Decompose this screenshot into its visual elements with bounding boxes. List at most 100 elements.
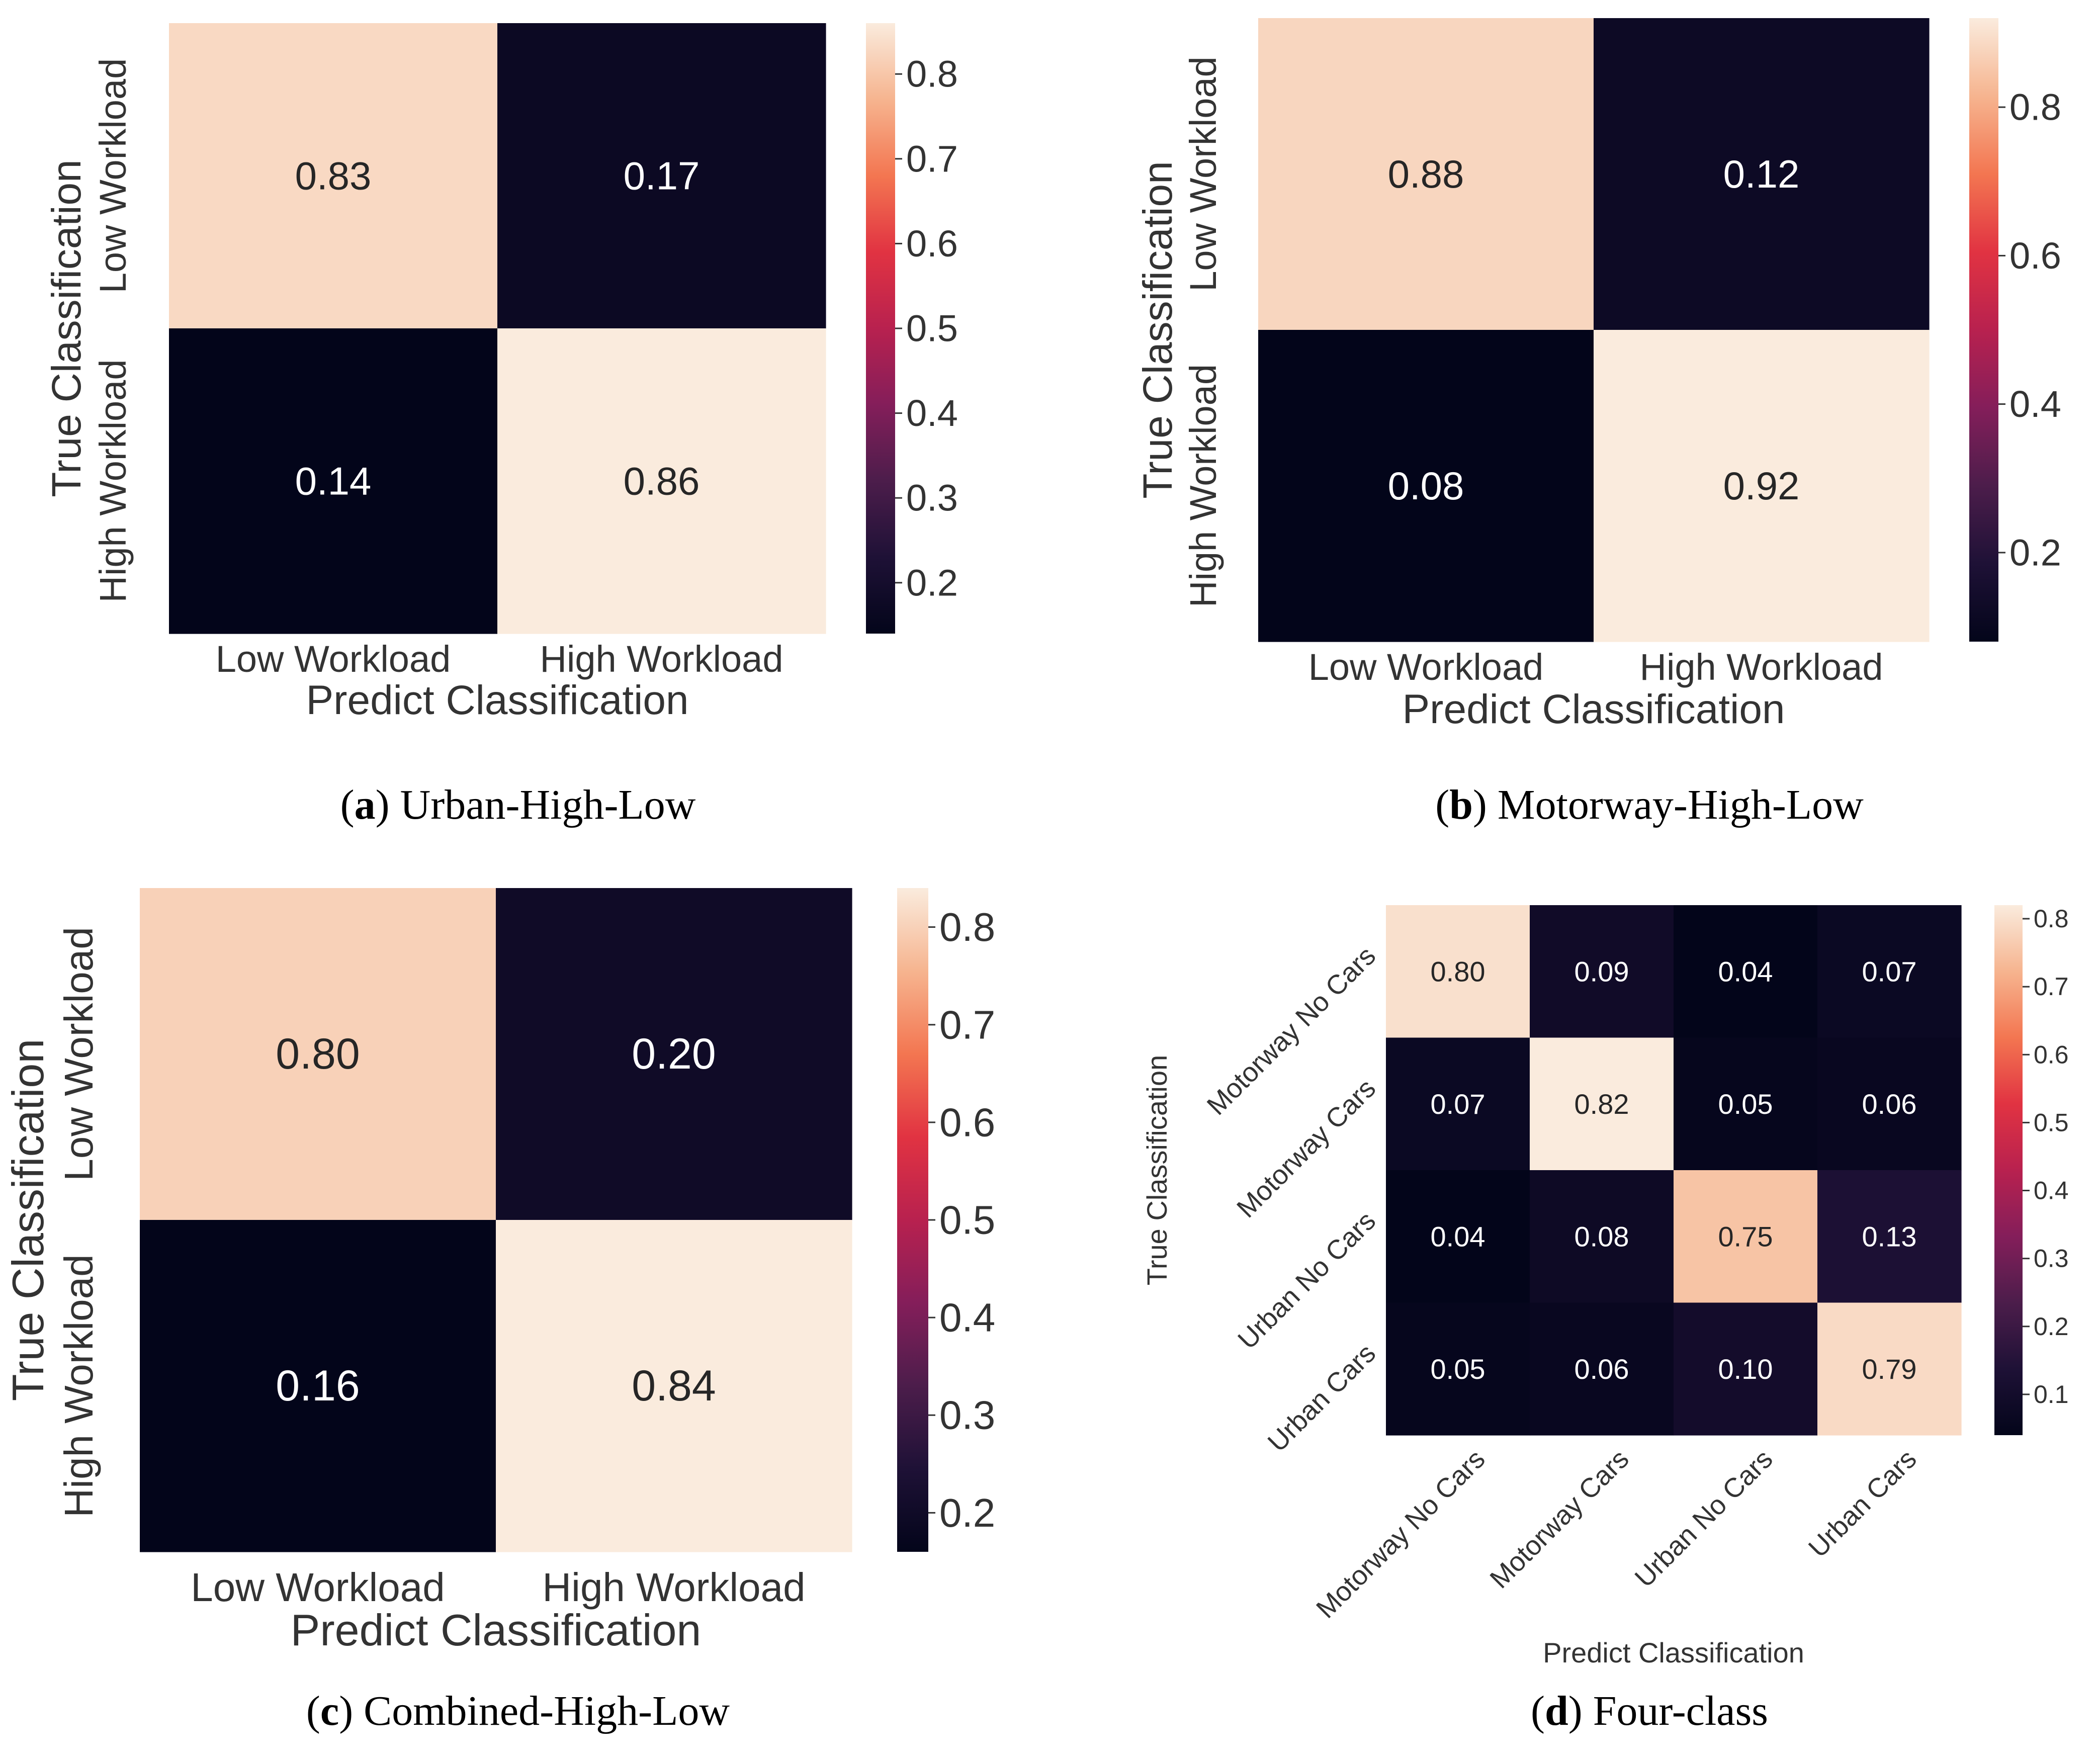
x-axis-label: Predict Classification bbox=[1543, 1637, 1804, 1668]
colorbar-tick-label: 0.2 bbox=[906, 562, 958, 603]
heatmap-cell bbox=[497, 328, 826, 634]
colorbar-tick-label: 0.5 bbox=[2034, 1108, 2069, 1136]
heatmap-cell bbox=[1674, 905, 1818, 1038]
heatmap-cell bbox=[496, 888, 852, 1220]
caption-label: a bbox=[355, 781, 376, 828]
caption-label: b bbox=[1449, 781, 1473, 828]
heatmap-cell bbox=[1817, 1302, 1962, 1436]
y-axis-label: True Classification bbox=[1135, 161, 1181, 498]
cell-value-label: 0.09 bbox=[1574, 955, 1629, 987]
y-tick-label: High Workload bbox=[1182, 364, 1224, 607]
caption-title: Combined-High-Low bbox=[364, 1688, 730, 1734]
colorbar-tick-label: 0.7 bbox=[906, 138, 958, 180]
x-axis-label: Predict Classification bbox=[306, 677, 688, 723]
x-tick-label: High Workload bbox=[542, 1565, 805, 1610]
heatmap-cell bbox=[1817, 905, 1962, 1038]
cell-value-label: 0.05 bbox=[1431, 1353, 1485, 1385]
caption-paren-open: ( bbox=[1435, 781, 1449, 828]
cell-value-label: 0.17 bbox=[624, 154, 700, 198]
heatmap-cell bbox=[496, 1220, 852, 1552]
colorbar-tick-label: 0.6 bbox=[2034, 1040, 2069, 1069]
colorbar bbox=[866, 23, 895, 634]
cell-value-label: 0.82 bbox=[1574, 1088, 1629, 1120]
heatmap-cell bbox=[1258, 330, 1594, 642]
cell-value-label: 0.79 bbox=[1862, 1353, 1917, 1385]
colorbar-tick-label: 0.2 bbox=[2009, 532, 2061, 573]
colorbar-tick-label: 0.2 bbox=[939, 1490, 995, 1535]
heatmap-cell bbox=[1386, 1302, 1530, 1436]
cell-value-label: 0.83 bbox=[295, 154, 372, 198]
colorbar-tick-label: 0.5 bbox=[906, 308, 958, 349]
heatmap-cell bbox=[1386, 905, 1530, 1038]
heatmap-cell bbox=[169, 328, 498, 634]
heatmap-cell bbox=[497, 23, 826, 329]
x-tick-label: Urban No Cars bbox=[1629, 1444, 1779, 1593]
cell-value-label: 0.06 bbox=[1862, 1088, 1917, 1120]
cell-value-label: 0.05 bbox=[1718, 1088, 1773, 1120]
cell-value-label: 0.07 bbox=[1862, 955, 1917, 987]
panel-b: 0.88 0.12 0.08 0.92 Low Workload High Workloa… bbox=[1135, 18, 2061, 828]
caption-paren-open: ( bbox=[1531, 1688, 1545, 1734]
y-tick-label: High Workload bbox=[92, 360, 134, 603]
y-tick-label: Low Workload bbox=[1182, 56, 1224, 292]
heatmap-cell bbox=[1530, 905, 1674, 1038]
colorbar-tick-label: 0.7 bbox=[939, 1002, 995, 1047]
caption-paren-close: ) bbox=[339, 1688, 364, 1734]
heatmap-cell bbox=[1386, 1037, 1530, 1171]
y-tick-label: Motorway Cars bbox=[1231, 1073, 1381, 1223]
caption-paren-close: ) bbox=[376, 781, 400, 828]
colorbar-tick-label: 0.7 bbox=[2034, 973, 2069, 1001]
x-axis-label: Predict Classification bbox=[291, 1605, 702, 1655]
colorbar-tick-label: 0.4 bbox=[939, 1295, 995, 1340]
cell-value-label: 0.84 bbox=[632, 1362, 716, 1410]
colorbar-tick-label: 0.4 bbox=[2009, 383, 2061, 425]
colorbar-tick-label: 0.5 bbox=[939, 1198, 995, 1243]
cell-value-label: 0.04 bbox=[1431, 1220, 1485, 1252]
colorbar-tick-label: 0.8 bbox=[939, 905, 995, 949]
y-axis-label: True Classification bbox=[1141, 1055, 1173, 1286]
y-tick-label: Urban No Cars bbox=[1232, 1206, 1381, 1355]
heatmap-cell bbox=[169, 23, 498, 329]
caption-paren-close: ) bbox=[1473, 781, 1498, 828]
colorbar-tick-label: 0.2 bbox=[2034, 1312, 2069, 1341]
x-axis-label: Predict Classification bbox=[1402, 686, 1785, 732]
heatmap-cell bbox=[1530, 1037, 1674, 1171]
heatmap-cell bbox=[1674, 1037, 1818, 1171]
colorbar bbox=[1969, 18, 1998, 642]
cell-value-label: 0.92 bbox=[1723, 464, 1800, 508]
colorbar-tick-label: 0.1 bbox=[2034, 1380, 2069, 1409]
y-tick-label: High Workload bbox=[56, 1254, 101, 1517]
panel-caption: (a) Urban-High-Low bbox=[340, 781, 696, 828]
heatmap-cell bbox=[1258, 18, 1594, 330]
cell-value-label: 0.80 bbox=[276, 1030, 360, 1078]
colorbar bbox=[1994, 905, 2023, 1435]
colorbar-tick-label: 0.6 bbox=[2009, 235, 2061, 277]
cell-value-label: 0.07 bbox=[1431, 1088, 1485, 1120]
heatmap-cell bbox=[1594, 330, 1930, 642]
y-tick-label: Low Workload bbox=[56, 927, 101, 1181]
cell-value-label: 0.04 bbox=[1718, 955, 1773, 987]
colorbar-tick-label: 0.3 bbox=[2034, 1245, 2069, 1273]
y-axis-label: True Classification bbox=[3, 1039, 53, 1401]
heatmap-cell bbox=[1386, 1170, 1530, 1303]
colorbar-tick-label: 0.8 bbox=[906, 53, 958, 95]
heatmap-cell bbox=[1674, 1302, 1818, 1436]
cell-value-label: 0.06 bbox=[1574, 1353, 1629, 1385]
heatmap-cell bbox=[1674, 1170, 1818, 1303]
heatmap-cell bbox=[1594, 18, 1930, 330]
heatmap-cell bbox=[140, 1220, 496, 1552]
x-tick-label: Low Workload bbox=[1308, 646, 1544, 688]
heatmap-cell bbox=[1817, 1170, 1962, 1303]
cell-value-label: 0.20 bbox=[632, 1030, 716, 1078]
colorbar-tick-label: 0.8 bbox=[2009, 86, 2061, 128]
panel-caption: (c) Combined-High-Low bbox=[306, 1688, 730, 1734]
heatmap-cell bbox=[1817, 1037, 1962, 1171]
y-tick-label: Low Workload bbox=[92, 58, 134, 294]
cell-value-label: 0.75 bbox=[1718, 1220, 1773, 1252]
caption-paren-open: ( bbox=[340, 781, 355, 828]
cell-value-label: 0.14 bbox=[295, 459, 372, 503]
colorbar-tick-label: 0.4 bbox=[906, 392, 958, 434]
panel-caption: (b) Motorway-High-Low bbox=[1435, 781, 1864, 828]
x-tick-label: High Workload bbox=[1640, 646, 1883, 688]
